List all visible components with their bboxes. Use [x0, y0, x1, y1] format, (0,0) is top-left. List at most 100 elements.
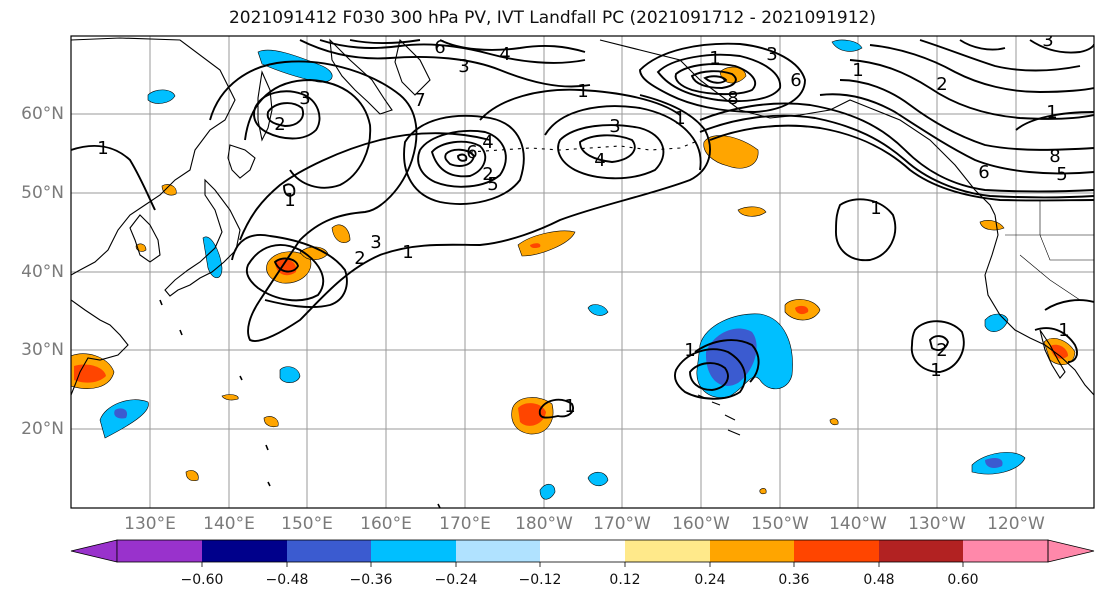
contour-label: 2: [354, 248, 365, 269]
colorbar-tick-label: −0.36: [349, 572, 393, 588]
lon-label: 130°E: [124, 514, 176, 534]
contour-label: 2: [482, 164, 493, 185]
positive-pv-patch: [331, 224, 351, 243]
positive-pv-patch: [263, 416, 279, 428]
colorbar-segment: [794, 540, 879, 562]
pv-contour-line: [919, 39, 1081, 72]
pacific-islands: [159, 299, 441, 508]
positive-pv-patch: [518, 403, 546, 426]
north-america-coastline: [984, 214, 1094, 396]
pv-shading-layer: [71, 39, 1076, 500]
lon-label: 130°W: [908, 514, 966, 534]
negative-pv-patch: [147, 89, 176, 104]
colorbar-segment: [710, 540, 794, 562]
pv-contour-line: [1034, 327, 1078, 363]
pv-contour-line: [479, 88, 681, 121]
contour-label: 1: [684, 340, 695, 361]
japan-coastline: [164, 178, 241, 297]
contour-label: 1: [284, 190, 295, 211]
pv-contour-line: [690, 70, 737, 89]
pv-contour-line: [244, 79, 372, 189]
colorbar-tick-label: 0.60: [947, 572, 979, 588]
lon-label: 150°E: [281, 514, 333, 534]
pv-contour-line: [266, 102, 304, 127]
pv-contour-line: [656, 53, 781, 103]
positive-pv-patch: [1050, 344, 1068, 359]
contour-label: 5: [487, 174, 498, 195]
pv-contour-line: [928, 335, 949, 351]
positive-pv-patch: [737, 206, 767, 217]
pv-contour-line: [439, 39, 586, 53]
lat-label: 60°N: [21, 104, 64, 124]
map-title: 2021091412 F030 300 hPa PV, IVT Landfall…: [228, 8, 876, 28]
us-state-borders: [1005, 200, 1094, 301]
contour-label: 3: [458, 56, 469, 77]
pv-contour-line: [1044, 299, 1094, 311]
contour-label: 1: [402, 242, 413, 263]
contour-label: 1: [709, 48, 720, 69]
pv-contour-line: [319, 39, 586, 64]
colorbar-tick-label: 0.36: [778, 572, 810, 588]
contour-label: 6: [790, 70, 801, 91]
contour-label: 1: [674, 108, 685, 129]
colorbar-extend-right: [1047, 539, 1095, 563]
lat-label: 50°N: [21, 183, 64, 203]
lon-label: 160°E: [360, 514, 412, 534]
lat-label: 30°N: [21, 340, 64, 360]
colorbar-tick-label: −0.48: [265, 572, 309, 588]
contour-label: 8: [1049, 146, 1060, 167]
contour-label: 3: [1042, 30, 1053, 51]
pv-contour-line: [273, 257, 300, 273]
sakhalin-coastline: [257, 70, 273, 142]
pv-contour-line: [71, 144, 156, 211]
pv-contour-line: [299, 39, 591, 88]
pv-contour-line: [457, 153, 468, 162]
colorbar-tick-label: 0.24: [694, 572, 726, 588]
positive-pv-patch: [517, 230, 576, 257]
colorbar-tick-label: 0.48: [863, 572, 895, 588]
kamchatka-coastline: [394, 38, 431, 96]
contour-label: 2: [936, 340, 947, 361]
pv-contour-line: [869, 44, 1094, 93]
contour-label: 3: [299, 88, 310, 109]
colorbar-segment: [879, 540, 963, 562]
pv-contour-line: [245, 244, 325, 302]
lon-label: 180°W: [515, 514, 573, 534]
pv-contour-line: [839, 79, 1094, 151]
pv-contour-line: [253, 90, 321, 140]
contour-label: 6: [978, 162, 989, 183]
negative-pv-patch: [831, 39, 863, 52]
contour-label: 1: [852, 60, 863, 81]
lon-label: 160°W: [672, 514, 730, 534]
contour-label: 5: [1056, 164, 1067, 185]
contour-label: 1: [870, 198, 881, 219]
baja-coastline: [1039, 329, 1066, 379]
contour-label: 6: [434, 37, 445, 58]
contour-label: 6: [466, 142, 477, 163]
positive-pv-patch: [759, 488, 767, 495]
colorbar-segment: [456, 540, 540, 562]
negative-pv-patch: [984, 313, 1009, 332]
pv-contour-line: [849, 59, 1094, 120]
contour-label: 4: [482, 132, 493, 153]
kamchatka-coastline: [329, 38, 393, 115]
pv-contour-line: [231, 234, 348, 308]
pv-contour-line: [699, 114, 1094, 199]
pv-contour-line: [689, 362, 729, 391]
contour-label: 8: [727, 88, 738, 109]
pv-contour-line: [283, 183, 296, 197]
pv-contour-line: [709, 124, 1094, 202]
negative-pv-patch: [114, 408, 128, 419]
colorbar: [70, 539, 1095, 567]
pv-contour-line: [579, 134, 636, 163]
pv-contour-line: [674, 63, 757, 96]
contour-label: 4: [594, 150, 605, 171]
lon-label: 120°W: [987, 514, 1045, 534]
colorbar-tick-label: −0.24: [434, 572, 478, 588]
pv-contour-line: [557, 124, 665, 180]
contour-label: 2: [936, 74, 947, 95]
asia-coastline: [71, 37, 236, 276]
colorbar-segment: [287, 540, 371, 562]
lon-label: 140°E: [203, 514, 255, 534]
